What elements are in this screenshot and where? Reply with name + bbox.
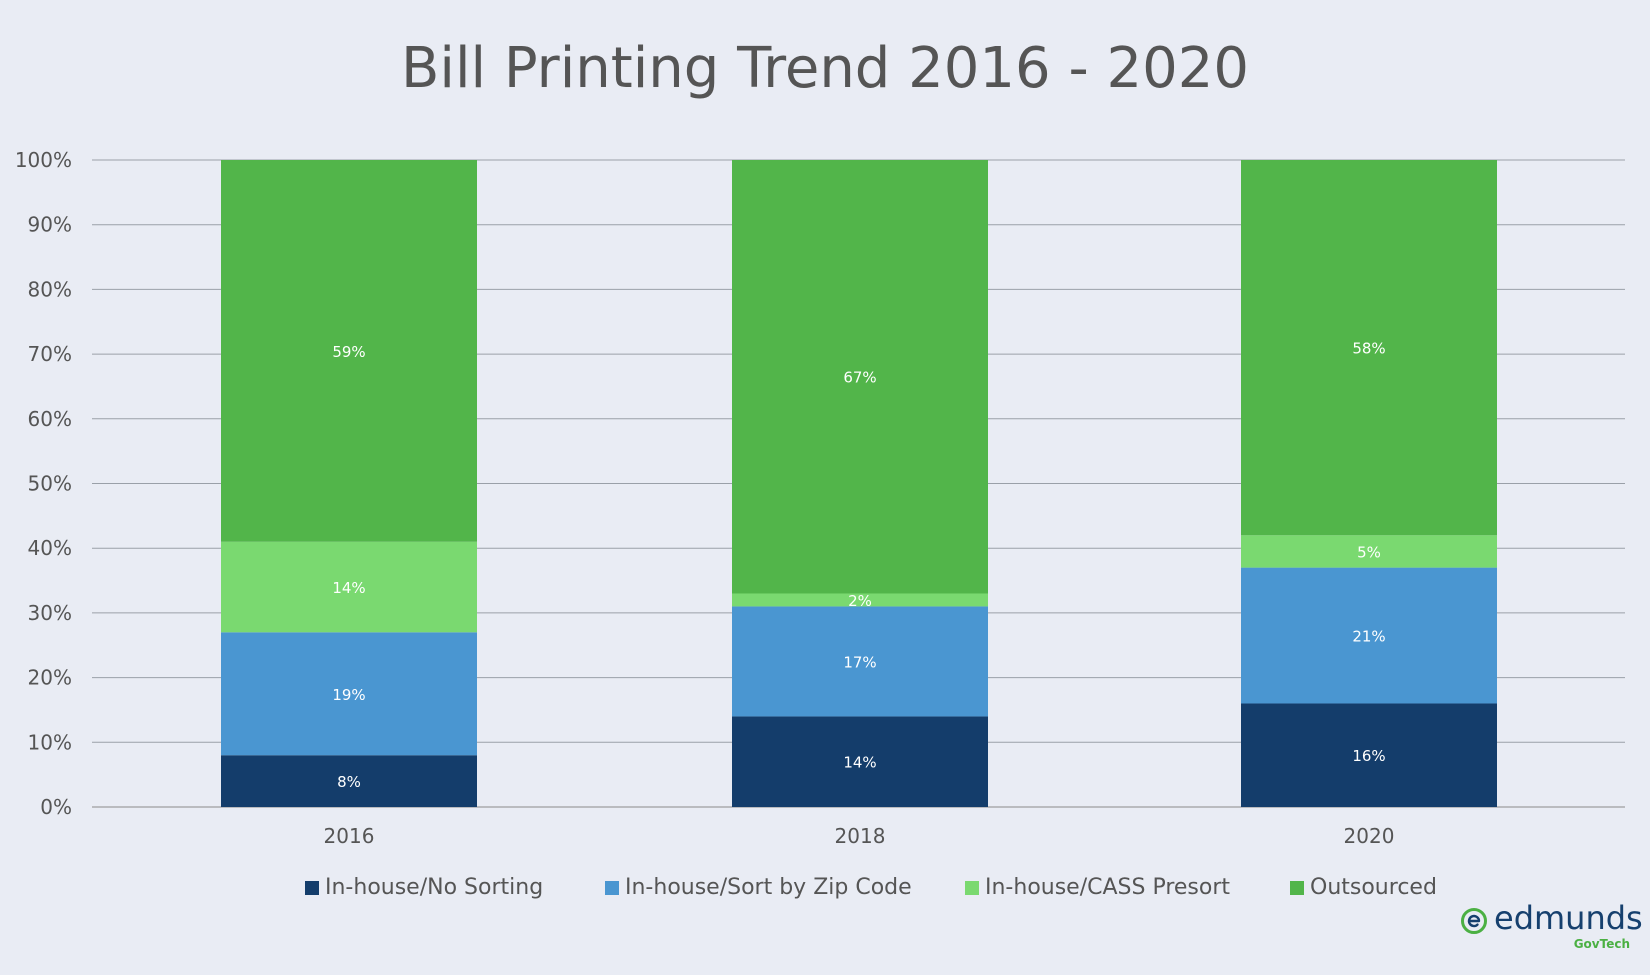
bar-segment <box>732 160 988 594</box>
y-axis-tick-labels: 0% 10% 20% 30% 40% 50% 60% 70% 80% 90% 100% <box>15 148 72 819</box>
legend-item: In-house/Sort by Zip Code <box>605 875 912 900</box>
legend-label: In-house/CASS Presort <box>985 875 1231 900</box>
y-tick-label: 100% <box>15 148 72 172</box>
data-labels: 8% 19% 14% 59% 14% 17% 2% 67% 16% 21% 5% 58% <box>332 340 1385 791</box>
edmunds-e-logo-icon <box>1461 908 1487 934</box>
bar-segment <box>1241 567 1497 704</box>
bar-segment <box>732 606 988 717</box>
chart-title: Bill Printing Trend 2016 - 2020 <box>400 36 1249 101</box>
bar-segment <box>1241 160 1497 536</box>
bar-segment <box>1241 535 1497 568</box>
x-axis-tick-labels: 2016 2018 2020 <box>324 824 1395 848</box>
legend-item: In-house/CASS Presort <box>965 875 1230 900</box>
bar-segment <box>732 593 988 607</box>
logo-subtitle: GovTech <box>1573 937 1630 951</box>
data-label: 59% <box>332 343 365 361</box>
y-tick-label: 50% <box>28 472 72 496</box>
x-tick-label: 2016 <box>324 824 375 848</box>
bar-segment <box>1241 703 1497 807</box>
legend-swatch <box>965 880 979 895</box>
data-label: 21% <box>1352 628 1385 646</box>
x-tick-label: 2018 <box>835 824 886 848</box>
legend-swatch <box>305 880 319 895</box>
y-tick-label: 90% <box>28 213 72 237</box>
edmunds-logo: edmunds GovTech <box>1460 899 1643 959</box>
y-tick-label: 0% <box>40 795 72 819</box>
data-label: 5% <box>1357 543 1381 561</box>
data-label: 14% <box>843 754 876 772</box>
data-label: 2% <box>848 592 872 610</box>
legend-item: In-house/No Sorting <box>305 875 543 900</box>
bar-segment <box>732 716 988 807</box>
bars <box>221 160 1497 807</box>
x-tick-label: 2020 <box>1344 824 1395 848</box>
chart-legend: In-house/No Sorting In-house/Sort by Zip … <box>0 875 1650 905</box>
y-tick-label: 70% <box>28 342 72 366</box>
y-tick-label: 10% <box>28 730 72 754</box>
data-label: 67% <box>843 369 876 387</box>
bar-segment <box>221 632 477 756</box>
y-tick-label: 40% <box>28 536 72 560</box>
data-label: 16% <box>1352 747 1385 765</box>
legend-swatch <box>605 880 619 895</box>
legend-swatch <box>1290 880 1304 895</box>
legend-item: Outsourced <box>1290 875 1437 900</box>
legend-label: In-house/Sort by Zip Code <box>625 875 912 900</box>
logo-wordmark: edmunds <box>1494 899 1643 937</box>
legend-label: In-house/No Sorting <box>325 875 544 900</box>
bar-segment <box>221 755 477 807</box>
y-tick-label: 30% <box>28 601 72 625</box>
y-tick-label: 20% <box>28 666 72 690</box>
bar-segment <box>221 541 477 633</box>
data-label: 17% <box>843 653 876 671</box>
data-label: 58% <box>1352 340 1385 358</box>
data-label: 8% <box>337 773 361 791</box>
data-label: 19% <box>332 686 365 704</box>
bar-segment <box>221 160 477 542</box>
data-label: 14% <box>332 579 365 597</box>
y-tick-label: 80% <box>28 277 72 301</box>
y-tick-label: 60% <box>28 407 72 431</box>
legend-label: Outsourced <box>1310 875 1437 900</box>
